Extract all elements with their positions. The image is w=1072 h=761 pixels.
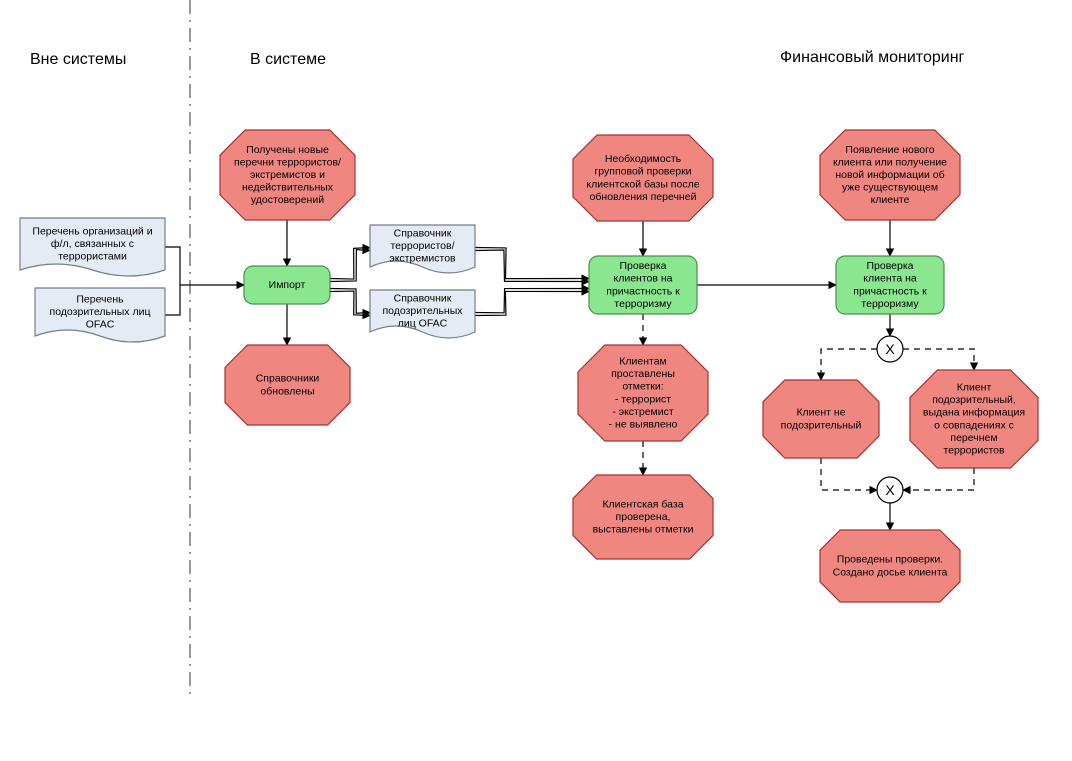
node-hex8: Клиентподозрительный,выдана информацияо … bbox=[910, 370, 1038, 468]
node-hex9: Проведены проверки.Создано досье клиента bbox=[820, 530, 960, 602]
node-hex2: Справочникиобновлены bbox=[225, 345, 350, 425]
edge-e1 bbox=[165, 247, 244, 285]
lbl-fin: Финансовый мониторинг bbox=[780, 49, 965, 66]
edge-e2 bbox=[165, 285, 180, 315]
edge-e5 bbox=[330, 248, 370, 282]
node-hex4: Клиентампроставленыотметки:- террорист- … bbox=[578, 345, 708, 441]
edge-e15 bbox=[821, 349, 877, 380]
edge-e6 bbox=[330, 289, 370, 316]
node-doc4: Справочникподозрительныхлиц OFAC bbox=[370, 290, 475, 338]
node-proc3: Проверкаклиента напричастность ктеррориз… bbox=[836, 256, 944, 314]
edge-e8 bbox=[475, 289, 589, 316]
svg-text:X: X bbox=[885, 482, 895, 498]
svg-text:Справочниктеррористов/экстреми: Справочниктеррористов/экстремистов bbox=[389, 227, 456, 264]
lbl-inside: В системе bbox=[250, 51, 326, 68]
svg-text:X: X bbox=[885, 341, 895, 357]
node-hex3: Необходимостьгрупповой проверкиклиентско… bbox=[573, 135, 713, 221]
svg-text:Справочникиобновлены: Справочникиобновлены bbox=[256, 372, 320, 397]
node-gate2: X bbox=[877, 477, 903, 503]
node-gate1: X bbox=[877, 336, 903, 362]
node-doc1: Перечень организаций иф/л, связанных сте… bbox=[20, 218, 165, 276]
edge-e7 bbox=[475, 248, 589, 282]
edge-e17 bbox=[821, 458, 877, 490]
edge-e16 bbox=[903, 349, 974, 370]
node-hex5: Клиентская базапроверена,выставлены отме… bbox=[573, 475, 713, 559]
node-hex6: Появление новогоклиента или получениенов… bbox=[820, 130, 960, 220]
svg-text:Проведены проверки.Создано дос: Проведены проверки.Создано досье клиента bbox=[833, 553, 948, 578]
node-hex7: Клиент неподозрительный bbox=[763, 380, 879, 458]
lbl-outside: Вне системы bbox=[30, 51, 126, 68]
node-proc2: Проверкаклиентов напричастность ктеррори… bbox=[589, 256, 697, 314]
node-doc3: Справочниктеррористов/экстремистов bbox=[370, 225, 475, 273]
svg-text:Импорт: Импорт bbox=[269, 279, 306, 291]
node-proc1: Импорт bbox=[244, 266, 330, 304]
edge-e18 bbox=[903, 468, 974, 490]
node-doc2: Переченьподозрительных лицOFAC bbox=[35, 288, 165, 342]
node-hex1: Получены новыеперечни террористов/экстре… bbox=[220, 130, 355, 220]
